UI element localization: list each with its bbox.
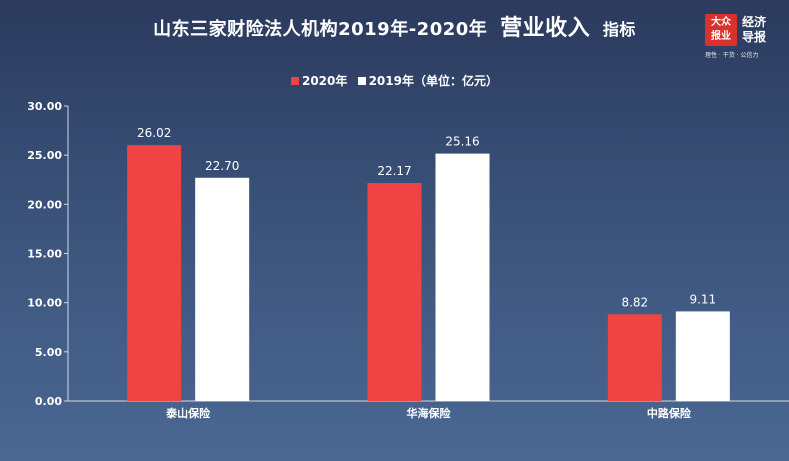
chart-legend: 2020年 2019年（单位：亿元） — [0, 72, 789, 89]
logo-badge-line1: 大众 — [711, 17, 731, 28]
legend-label-2020: 2020年 — [301, 74, 348, 88]
x-category-label: 泰山保险 — [165, 406, 211, 420]
x-category-label: 华海保险 — [407, 406, 452, 420]
data-label-2020-1: 22.17 — [377, 164, 411, 178]
bar-2020-0 — [127, 145, 182, 401]
legend-item-2019: 2019年（单位：亿元） — [357, 74, 498, 88]
y-tick-label: 5.00 — [35, 346, 62, 359]
bar-2020-2 — [607, 314, 662, 401]
data-label-2020-0: 26.02 — [137, 126, 171, 140]
logo-name-line2: 导报 — [742, 30, 767, 44]
y-tick-label: 15.00 — [27, 248, 62, 261]
bar-2019-0 — [195, 177, 250, 401]
logo-badge-line2: 报业 — [711, 31, 731, 42]
legend-label-2019: 2019年 — [368, 74, 414, 88]
title-suffix: 指标 — [602, 20, 636, 39]
legend-unit-note: （单位：亿元） — [413, 74, 498, 88]
legend-swatch-2020 — [290, 77, 299, 85]
y-tick-label: 30.00 — [27, 100, 62, 113]
title-emphasis: 营业收入 — [500, 16, 591, 41]
y-tick-label: 20.00 — [27, 198, 62, 211]
x-category-label: 中路保险 — [647, 406, 692, 420]
legend-item-2020: 2020年 — [290, 74, 352, 88]
chart-title: 山东三家财险法人机构2019年-2020年 营业收入 指标 — [0, 10, 789, 42]
y-tick-label: 10.00 — [27, 297, 62, 310]
data-label-2019-2: 9.11 — [689, 292, 716, 306]
logo-name-line1: 经济 — [742, 15, 767, 29]
title-prefix: 山东三家财险法人机构2019年-2020年 — [153, 19, 488, 40]
data-label-2019-1: 25.16 — [445, 135, 479, 149]
logo-badge: 大众 报业 — [705, 14, 737, 46]
logo-tagline: 理性 · 干货 · 公信力 — [705, 52, 759, 59]
legend-swatch-2019 — [357, 77, 366, 85]
y-tick-label: 25.00 — [27, 149, 62, 162]
bar-2019-1 — [435, 153, 490, 401]
bar-2020-1 — [367, 182, 422, 401]
data-label-2019-0: 22.70 — [205, 159, 239, 173]
bar-2019-2 — [675, 311, 730, 401]
data-label-2020-2: 8.82 — [621, 295, 648, 309]
logo-name: 经济 导报 — [742, 15, 778, 45]
brand-logo: 大众 报业 经济 导报 理性 · 干货 · 公信力 — [705, 14, 783, 59]
y-tick-label: 0.00 — [35, 395, 62, 408]
